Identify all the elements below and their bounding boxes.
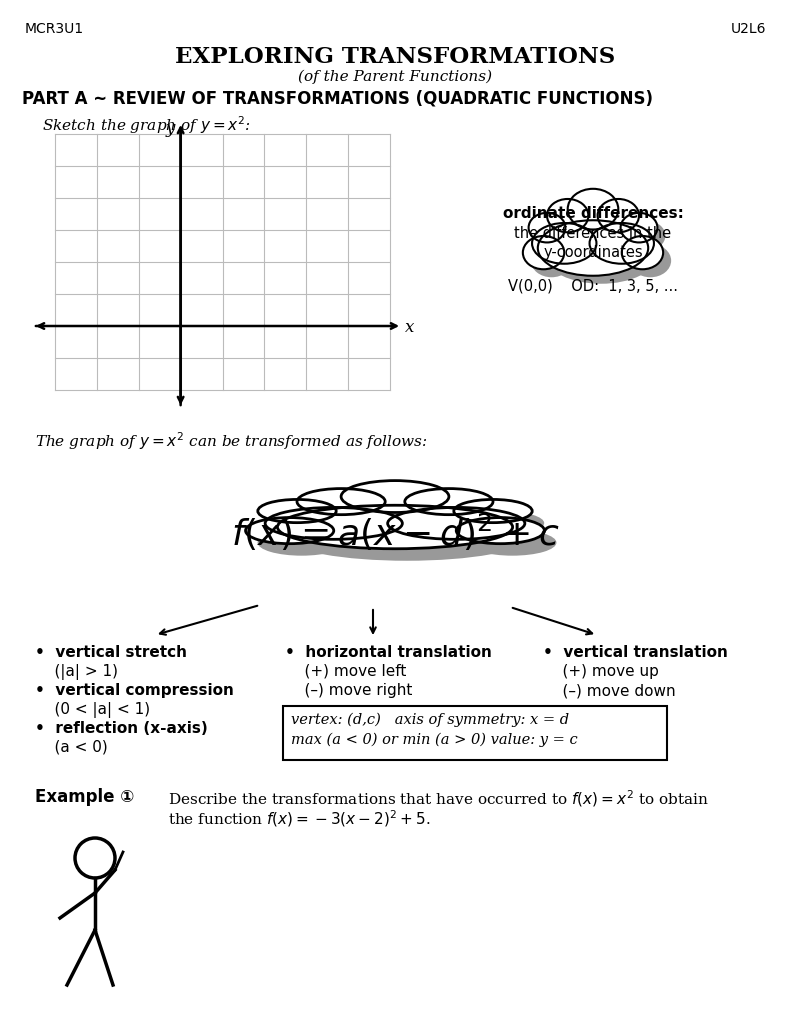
Ellipse shape	[589, 223, 654, 264]
Ellipse shape	[621, 213, 657, 243]
Ellipse shape	[388, 508, 525, 540]
Text: Example ①: Example ①	[35, 788, 134, 806]
Text: vertex: (d,c)   axis of symmetry: x = d: vertex: (d,c) axis of symmetry: x = d	[291, 713, 570, 727]
Ellipse shape	[622, 236, 663, 269]
Text: •  horizontal translation: • horizontal translation	[285, 645, 492, 660]
Ellipse shape	[538, 220, 648, 275]
Ellipse shape	[405, 488, 493, 515]
Text: Describe the transformations that have occurred to $f(x) = x^2$ to obtain: Describe the transformations that have o…	[168, 788, 710, 809]
Ellipse shape	[568, 188, 619, 229]
Ellipse shape	[454, 500, 532, 522]
Ellipse shape	[297, 488, 385, 515]
Text: •  reflection (x-axis): • reflection (x-axis)	[35, 721, 208, 736]
Text: EXPLORING TRANSFORMATIONS: EXPLORING TRANSFORMATIONS	[175, 46, 615, 68]
Text: •  vertical compression: • vertical compression	[35, 683, 234, 698]
Ellipse shape	[606, 207, 647, 241]
Text: (+) move left: (+) move left	[285, 664, 407, 679]
Ellipse shape	[258, 500, 336, 522]
Text: ordinate differences:: ordinate differences:	[502, 206, 683, 220]
Text: Sketch the graph of $y = x^2$:: Sketch the graph of $y = x^2$:	[42, 114, 251, 136]
Text: y: y	[166, 120, 176, 137]
Ellipse shape	[547, 199, 589, 232]
Ellipse shape	[353, 493, 461, 524]
Ellipse shape	[532, 223, 596, 264]
Ellipse shape	[536, 221, 573, 251]
Text: (0 < |a| < 1): (0 < |a| < 1)	[35, 702, 150, 718]
Text: MCR3U1: MCR3U1	[25, 22, 84, 36]
Ellipse shape	[265, 508, 403, 540]
Text: The graph of $y = x^2$ can be transformed as follows:: The graph of $y = x^2$ can be transforme…	[35, 430, 428, 452]
Text: (–) move right: (–) move right	[285, 683, 412, 698]
Text: V(0,0)    OD:  1, 3, 5, ...: V(0,0) OD: 1, 3, 5, ...	[508, 279, 678, 294]
Ellipse shape	[245, 517, 334, 544]
Ellipse shape	[309, 501, 397, 526]
Ellipse shape	[399, 519, 537, 551]
Text: (a < 0): (a < 0)	[35, 740, 108, 755]
Circle shape	[75, 838, 115, 878]
Ellipse shape	[597, 199, 639, 232]
Text: $f(x) = a(x - d)^2 + c$: $f(x) = a(x - d)^2 + c$	[231, 511, 559, 553]
Text: PART A ~ REVIEW OF TRANSFORMATIONS (QUADRATIC FUNCTIONS): PART A ~ REVIEW OF TRANSFORMATIONS (QUAD…	[22, 90, 653, 108]
Ellipse shape	[540, 231, 604, 271]
Text: •  vertical stretch: • vertical stretch	[35, 645, 187, 660]
Text: (+) move up: (+) move up	[543, 664, 659, 679]
Text: x: x	[405, 319, 414, 337]
Text: the function $f(x) = -3(x - 2)^2 + 5$.: the function $f(x) = -3(x - 2)^2 + 5$.	[168, 808, 430, 828]
Text: •  vertical translation: • vertical translation	[543, 645, 728, 660]
Ellipse shape	[270, 511, 348, 535]
Text: y-coordinates: y-coordinates	[543, 246, 643, 260]
Ellipse shape	[456, 517, 544, 544]
Ellipse shape	[278, 505, 513, 549]
Ellipse shape	[630, 244, 671, 278]
Ellipse shape	[555, 207, 596, 241]
Ellipse shape	[277, 519, 414, 551]
Text: (of the Parent Functions): (of the Parent Functions)	[298, 70, 492, 84]
Ellipse shape	[629, 221, 665, 251]
Ellipse shape	[523, 236, 564, 269]
Ellipse shape	[546, 228, 657, 284]
Ellipse shape	[341, 480, 449, 512]
Ellipse shape	[258, 529, 346, 556]
Ellipse shape	[466, 511, 544, 535]
Text: max (a < 0) or min (a > 0) value: y = c: max (a < 0) or min (a > 0) value: y = c	[291, 733, 577, 748]
FancyBboxPatch shape	[283, 706, 667, 760]
Text: (|a| > 1): (|a| > 1)	[35, 664, 118, 680]
Text: U2L6: U2L6	[731, 22, 766, 36]
Ellipse shape	[417, 501, 505, 526]
Text: (–) move down: (–) move down	[543, 683, 676, 698]
Text: the differences in the: the differences in the	[514, 225, 672, 241]
Ellipse shape	[597, 231, 662, 271]
Ellipse shape	[531, 244, 572, 278]
Ellipse shape	[528, 213, 566, 243]
Ellipse shape	[576, 197, 626, 238]
Ellipse shape	[290, 517, 524, 561]
Ellipse shape	[468, 529, 556, 556]
